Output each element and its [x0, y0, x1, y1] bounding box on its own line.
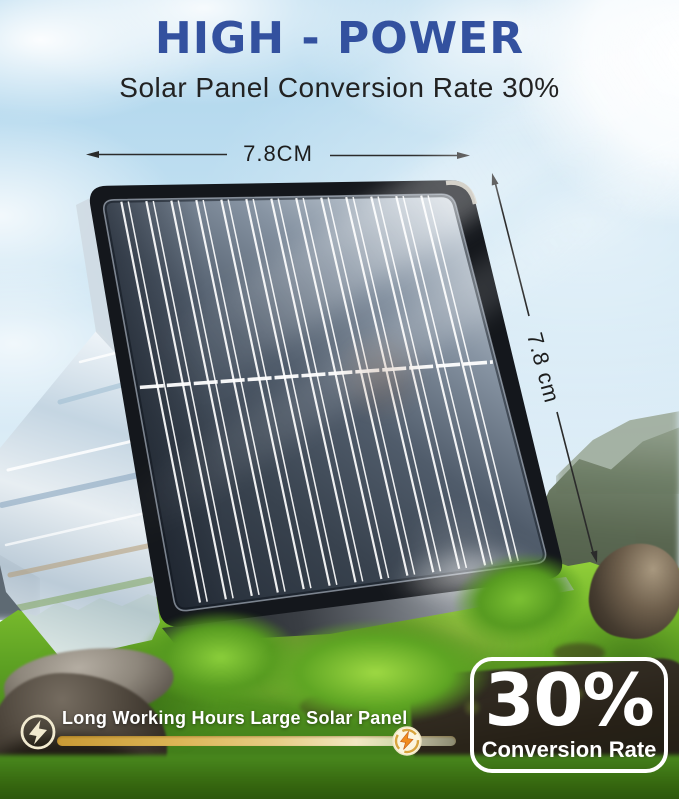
arrow-right-icon	[457, 152, 470, 159]
conversion-label: Conversion Rate	[481, 736, 657, 762]
feature-badge: Long Working Hours Large Solar Panel	[0, 700, 470, 770]
badge-text: Long Working Hours Large Solar Panel	[62, 708, 408, 728]
lens-flare	[333, 328, 428, 423]
width-dimension-label: 7.8CM	[243, 141, 313, 166]
panel-cell-stripes	[120, 195, 519, 603]
lightning-recharge-icon	[392, 726, 422, 756]
dimension-annotations	[86, 151, 598, 563]
busbar-line	[139, 360, 493, 390]
foreground-grass	[0, 755, 679, 799]
stand-edge	[76, 198, 120, 358]
arrow-up-icon	[491, 173, 499, 186]
solar-panel	[89, 180, 574, 643]
conversion-value: 30%	[484, 658, 654, 743]
page-title: HIGH - POWER	[154, 13, 525, 64]
height-dimension-line	[556, 411, 595, 557]
crystal-stand	[0, 198, 160, 660]
frame-corner-highlight	[445, 180, 478, 205]
badge-progress-bar	[57, 736, 456, 746]
grass-tuft	[258, 620, 493, 725]
lightning-circle-icon	[20, 714, 56, 750]
height-dimension-line	[493, 177, 530, 317]
arrow-left-icon	[86, 151, 99, 158]
conversion-rate-box: 30% Conversion Rate	[470, 657, 668, 773]
page-subtitle: Solar Panel Conversion Rate 30%	[119, 72, 560, 103]
arrow-down-icon	[590, 550, 598, 563]
